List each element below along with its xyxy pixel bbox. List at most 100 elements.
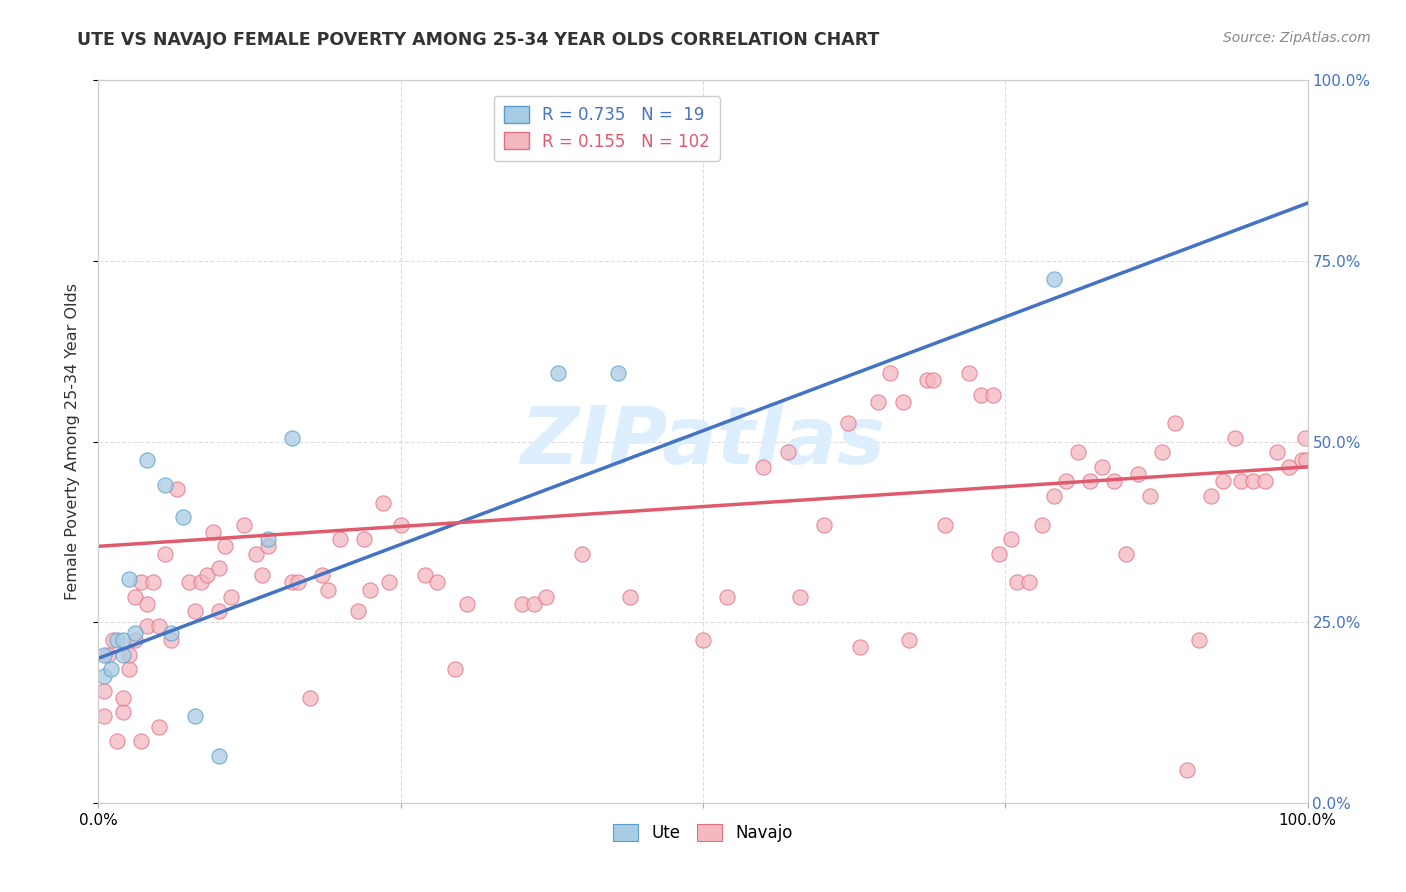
Point: [1067, 445, 1090, 459]
Point: [456, 597, 478, 611]
Point: [360, 582, 382, 597]
Point: [897, 633, 920, 648]
Point: [1241, 475, 1264, 489]
Point: [287, 575, 309, 590]
Point: [789, 590, 811, 604]
Point: [879, 366, 901, 380]
Point: [135, 597, 157, 611]
Point: [776, 445, 799, 459]
Point: [523, 597, 546, 611]
Point: [1188, 633, 1211, 648]
Point: [837, 417, 859, 431]
Point: [184, 709, 207, 723]
Point: [1295, 452, 1317, 467]
Point: [934, 517, 956, 532]
Point: [256, 539, 278, 553]
Point: [1254, 475, 1277, 489]
Point: [153, 547, 176, 561]
Point: [129, 575, 152, 590]
Point: [184, 604, 207, 618]
Point: [1128, 467, 1150, 481]
Point: [245, 547, 267, 561]
Point: [142, 575, 165, 590]
Point: [214, 539, 236, 553]
Point: [208, 561, 231, 575]
Point: [571, 547, 593, 561]
Point: [190, 575, 212, 590]
Point: [111, 706, 134, 720]
Point: [105, 734, 128, 748]
Point: [148, 720, 170, 734]
Point: [1223, 431, 1246, 445]
Point: [1199, 489, 1222, 503]
Point: [1031, 517, 1053, 532]
Point: [195, 568, 218, 582]
Point: [111, 633, 134, 648]
Point: [105, 633, 128, 648]
Point: [970, 387, 993, 401]
Point: [111, 691, 134, 706]
Point: [1267, 445, 1289, 459]
Point: [311, 568, 333, 582]
Point: [118, 662, 141, 676]
Point: [988, 547, 1011, 561]
Point: [389, 517, 412, 532]
Point: [1278, 459, 1301, 474]
Point: [510, 597, 533, 611]
Point: [607, 366, 630, 380]
Point: [444, 662, 467, 676]
Point: [202, 524, 225, 539]
Point: [377, 575, 399, 590]
Point: [129, 734, 152, 748]
Point: [208, 604, 231, 618]
Point: [1102, 475, 1125, 489]
Point: [1018, 575, 1040, 590]
Point: [347, 604, 370, 618]
Point: [93, 683, 115, 698]
Point: [299, 691, 322, 706]
Point: [1163, 417, 1185, 431]
Point: [1139, 489, 1161, 503]
Point: [232, 517, 254, 532]
Point: [413, 568, 436, 582]
Point: [329, 532, 352, 546]
Point: [1000, 532, 1022, 546]
Point: [316, 582, 339, 597]
Point: [221, 590, 243, 604]
Point: [1007, 575, 1029, 590]
Point: [1175, 764, 1198, 778]
Point: [692, 633, 714, 648]
Point: [93, 669, 115, 683]
Point: [1152, 445, 1174, 459]
Point: [1291, 452, 1313, 467]
Point: [124, 633, 146, 648]
Point: [752, 459, 775, 474]
Point: [915, 373, 938, 387]
Point: [256, 532, 278, 546]
Point: [153, 478, 176, 492]
Y-axis label: Female Poverty Among 25-34 Year Olds: Female Poverty Among 25-34 Year Olds: [65, 283, 80, 600]
Point: [172, 510, 194, 524]
Point: [208, 748, 231, 763]
Point: [849, 640, 872, 655]
Point: [135, 619, 157, 633]
Point: [353, 532, 375, 546]
Point: [426, 575, 449, 590]
Point: [1115, 547, 1137, 561]
Point: [124, 626, 146, 640]
Point: [100, 662, 122, 676]
Point: [813, 517, 835, 532]
Point: [160, 633, 183, 648]
Point: [716, 590, 738, 604]
Point: [1091, 459, 1114, 474]
Point: [101, 633, 124, 648]
Point: [1078, 475, 1101, 489]
Point: [93, 709, 115, 723]
Point: [371, 496, 394, 510]
Point: [118, 648, 141, 662]
Point: [118, 572, 141, 586]
Point: [1212, 475, 1234, 489]
Text: Source: ZipAtlas.com: Source: ZipAtlas.com: [1223, 31, 1371, 45]
Point: [148, 619, 170, 633]
Point: [97, 648, 120, 662]
